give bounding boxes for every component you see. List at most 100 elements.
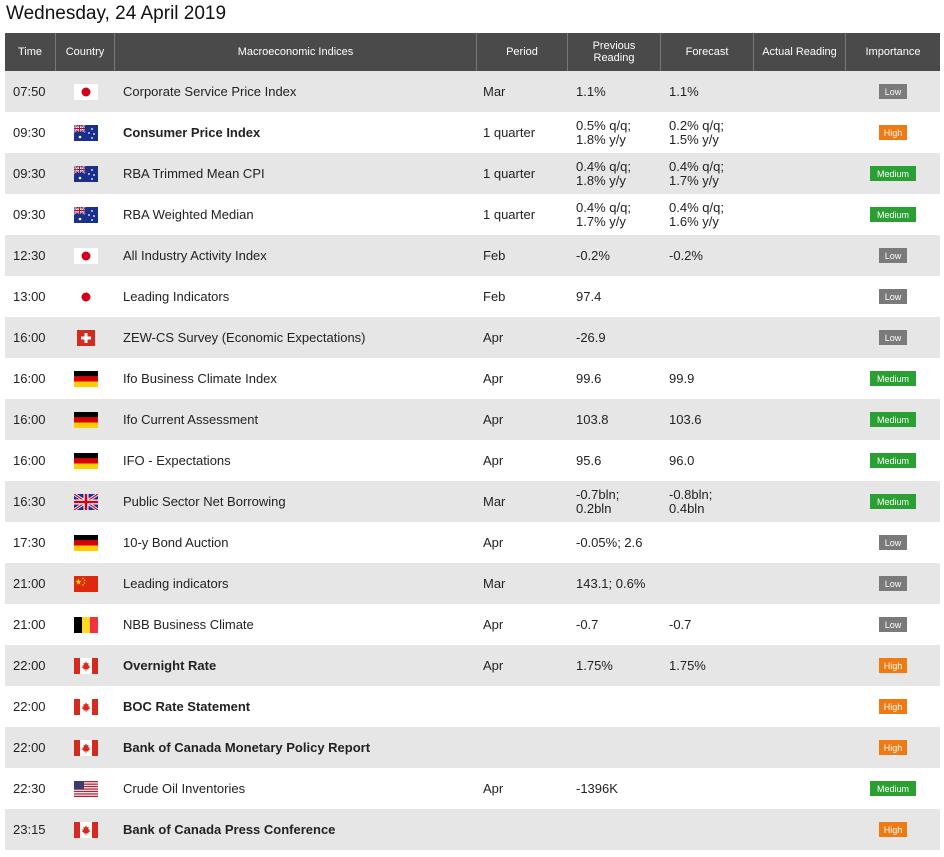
table-row[interactable]: 16:00 Ifo Current Assessment Apr 103.8 103.6… (5, 399, 940, 440)
period-cell: Apr (483, 535, 504, 550)
importance-badge: Medium (870, 412, 916, 427)
table-row[interactable]: 09:30 Consumer Price Index 1 quarter 0.5% q… (5, 112, 940, 153)
indicator-name[interactable]: Overnight Rate (123, 658, 217, 673)
table-row[interactable]: 13:00 Leading Indicators Feb 97.4 Low (5, 276, 940, 317)
previous-reading-cell: 103.8 (568, 399, 661, 440)
importance-badge: High (879, 699, 907, 714)
indicator-name[interactable]: RBA Trimmed Mean CPI (123, 166, 265, 181)
table-row[interactable]: 22:00 Bank of Canada Monetary Policy Repo… (5, 727, 940, 768)
time-cell: 07:50 (13, 84, 46, 99)
period-cell: Feb (483, 248, 506, 263)
indicator-name[interactable]: Corporate Service Price Index (123, 84, 297, 99)
importance-badge: Low (879, 576, 907, 591)
indicator-name[interactable]: Crude Oil Inventories (123, 781, 246, 796)
actual-reading-cell (754, 358, 846, 399)
header-previous[interactable]: Previous Reading (568, 33, 661, 71)
indicator-name[interactable]: IFO - Expectations (123, 453, 231, 468)
period-cell (477, 727, 568, 768)
time-cell: 16:30 (13, 494, 46, 509)
forecast-line: 103.6 (669, 411, 702, 427)
previous-line: 0.4% q/q; (576, 158, 631, 174)
country-cell (56, 686, 115, 727)
indicator-name[interactable]: RBA Weighted Median (123, 207, 254, 222)
time-cell: 22:00 (13, 699, 46, 714)
indicator-name[interactable]: Ifo Business Climate Index (123, 371, 277, 386)
period-cell: Feb (483, 289, 506, 304)
indicator-name[interactable]: Public Sector Net Borrowing (123, 494, 286, 509)
forecast-cell (661, 686, 754, 727)
previous-line: 1.8% y/y (576, 172, 626, 188)
table-row[interactable]: 09:30 RBA Weighted Median 1 quarter 0.4% q/… (5, 194, 940, 235)
table-row[interactable]: 21:00 NBB Business Climate Apr -0.7 -0.7 Low (5, 604, 940, 645)
table-row[interactable]: 23:15 Bank of Canada Press Conference High (5, 809, 940, 850)
table-row[interactable]: 07:50 Corporate Service Price Index Mar 1.1… (5, 71, 940, 112)
time-cell: 23:15 (13, 822, 46, 837)
previous-stack: -26.9 (576, 330, 606, 345)
previous-line: 97.4 (576, 288, 602, 304)
table-row[interactable]: 16:00 Ifo Business Climate Index Apr 99.6 99… (5, 358, 940, 399)
header-forecast[interactable]: Forecast (661, 33, 754, 71)
previous-stack: -0.05%; 2.6 (576, 535, 643, 550)
previous-line: 0.2bln (576, 500, 612, 516)
forecast-line: 0.4% q/q; (669, 158, 724, 174)
china-flag-icon (73, 575, 98, 592)
indicator-name[interactable]: Leading indicators (123, 576, 229, 591)
table-row[interactable]: 22:00 BOC Rate Statement High (5, 686, 940, 727)
indicator-name[interactable]: BOC Rate Statement (123, 699, 251, 714)
country-cell (56, 809, 115, 850)
importance-cell: Low (846, 71, 940, 112)
indicator-name[interactable]: Bank of Canada Monetary Policy Report (123, 740, 371, 755)
table-row[interactable]: 22:00 Overnight Rate Apr 1.75% 1.75% High (5, 645, 940, 686)
importance-badge: Medium (870, 371, 916, 386)
forecast-stack: 99.9 (669, 371, 694, 386)
indicator-name[interactable]: 10-y Bond Auction (123, 535, 229, 550)
forecast-stack: 1.75% (669, 658, 706, 673)
header-importance[interactable]: Importance (865, 46, 921, 58)
header-country[interactable]: Country (56, 33, 115, 71)
previous-line: -0.2% (576, 247, 610, 263)
time-cell: 21:00 (13, 576, 46, 591)
forecast-line: 0.4% q/q; (669, 199, 724, 215)
previous-stack: -0.7bln; 0.2bln (576, 487, 619, 516)
table-row[interactable]: 21:00 Leading indicators Mar 143.1; 0.6% Low (5, 563, 940, 604)
previous-stack: -0.2% (576, 247, 610, 263)
australia-flag-icon (73, 124, 98, 141)
forecast-stack: 103.6 (669, 411, 702, 427)
table-row[interactable]: 16:30 Public Sector Net Borrowing Mar -0.7b… (5, 481, 940, 522)
previous-reading-cell: 0.5% q/q; 1.8% y/y (568, 112, 661, 153)
indicator-name[interactable]: Bank of Canada Press Conference (123, 822, 336, 837)
previous-line: 1.75% (576, 657, 613, 673)
forecast-cell: 99.9 (661, 358, 754, 399)
indicator-name[interactable]: NBB Business Climate (123, 617, 254, 632)
forecast-cell: 0.2% q/q; 1.5% y/y (661, 112, 754, 153)
table-row[interactable]: 16:00 IFO - Expectations Apr 95.6 96.0 Medium (5, 440, 940, 481)
indicator-name[interactable]: All Industry Activity Index (123, 248, 267, 263)
indicator-name[interactable]: Ifo Current Assessment (123, 412, 259, 427)
forecast-stack: 0.4% q/q; 1.6% y/y (669, 199, 724, 229)
previous-line: 1.1% (576, 83, 606, 99)
header-period[interactable]: Period (477, 33, 568, 71)
forecast-cell: 1.1% (661, 71, 754, 112)
country-cell (56, 563, 115, 604)
forecast-stack: -0.7 (669, 617, 691, 632)
indicator-name[interactable]: Leading Indicators (123, 289, 230, 304)
time-cell: 17:30 (13, 535, 46, 550)
table-row[interactable]: 22:30 Crude Oil Inventories Apr -1396K Mediu… (5, 768, 940, 809)
indicator-name[interactable]: Consumer Price Index (123, 125, 261, 140)
table-row[interactable]: 16:00 ZEW-CS Survey (Economic Expectation… (5, 317, 940, 358)
actual-reading-cell (754, 112, 846, 153)
forecast-stack: 0.2% q/q; 1.5% y/y (669, 117, 724, 147)
table-row[interactable]: 09:30 RBA Trimmed Mean CPI 1 quarter 0.4% q… (5, 153, 940, 194)
importance-badge: High (879, 658, 907, 673)
forecast-line: 0.2% q/q; (669, 117, 724, 133)
header-indices[interactable]: Macroeconomic Indices (115, 33, 477, 71)
header-time[interactable]: Time (5, 33, 56, 71)
importance-cell: Low (846, 235, 940, 276)
indicator-name[interactable]: ZEW-CS Survey (Economic Expectations) (123, 330, 366, 345)
table-row[interactable]: 17:30 10-y Bond Auction Apr -0.05%; 2.6 Low (5, 522, 940, 563)
actual-reading-cell (754, 809, 846, 850)
header-actual[interactable]: Actual Reading (754, 33, 846, 71)
period-cell: Mar (483, 576, 506, 591)
table-row[interactable]: 12:30 All Industry Activity Index Feb -0.2%… (5, 235, 940, 276)
germany-flag-icon (73, 411, 98, 428)
